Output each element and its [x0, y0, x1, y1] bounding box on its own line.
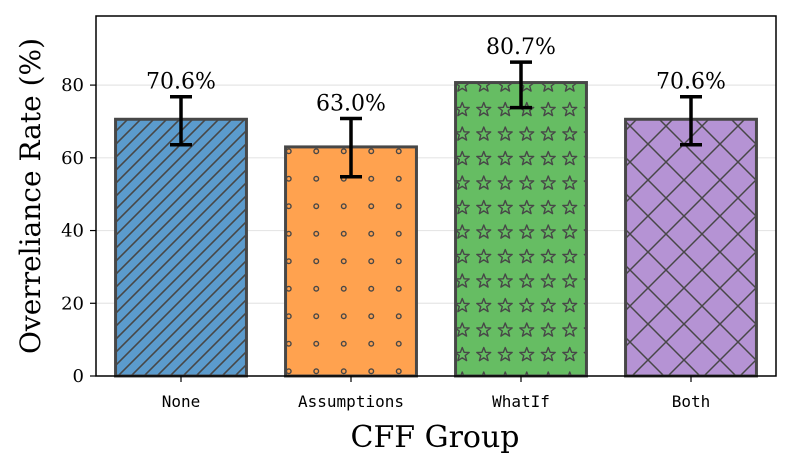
labels: 0 20 40 60 80 70.6% None 63.0% Assumptions 80.7% W…: [61, 35, 726, 411]
value-label-none: 70.6%: [146, 70, 216, 95]
y-tick-label-0: 0: [73, 366, 84, 387]
bar-hatch-assumptions: [285, 146, 417, 376]
x-tick-label-assumptions: Assumptions: [298, 392, 404, 411]
bars: [114, 60, 758, 378]
axes: [90, 15, 777, 382]
x-tick-label-whatif: WhatIf: [492, 392, 550, 411]
bar-hatch-whatif: [455, 82, 587, 376]
value-label-whatif: 80.7%: [486, 35, 556, 60]
y-tick-label-20: 20: [61, 293, 84, 314]
plot-frame: [95, 15, 777, 377]
x-tick-label-none: None: [162, 392, 201, 411]
value-label-both: 70.6%: [656, 70, 726, 95]
y-tick-label-60: 60: [61, 148, 84, 169]
bar-hatch-none: [115, 119, 247, 376]
x-axis-title: CFF Group: [350, 420, 519, 455]
y-tick-label-80: 80: [61, 75, 84, 96]
y-axis-title: Overreliance Rate (%): [14, 38, 47, 354]
y-tick-label-40: 40: [61, 221, 84, 242]
value-label-assumptions: 63.0%: [316, 92, 386, 117]
x-tick-label-both: Both: [672, 392, 711, 411]
bar-hatch-both: [625, 119, 757, 376]
